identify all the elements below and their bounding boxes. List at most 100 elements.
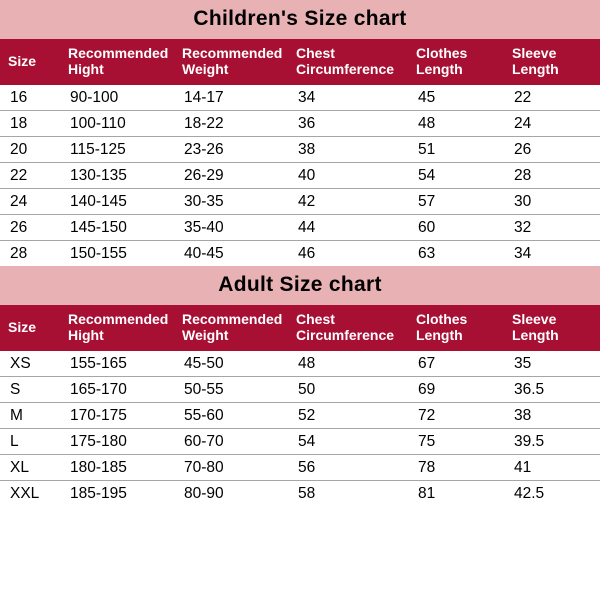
children-title-band: Children's Size chart bbox=[0, 0, 600, 39]
col-sleeve: Sleeve Length bbox=[504, 39, 600, 85]
cell: 40 bbox=[288, 163, 408, 189]
cell: 18-22 bbox=[174, 111, 288, 137]
table-row: 26145-15035-40446032 bbox=[0, 215, 600, 241]
adult-table-body: XS155-16545-50486735 S165-17050-55506936… bbox=[0, 351, 600, 506]
cell: 30-35 bbox=[174, 189, 288, 215]
cell: 23-26 bbox=[174, 137, 288, 163]
table-row: 22130-13526-29405428 bbox=[0, 163, 600, 189]
cell: 80-90 bbox=[174, 481, 288, 507]
cell: S bbox=[0, 377, 60, 403]
cell: 34 bbox=[288, 85, 408, 111]
cell: 54 bbox=[288, 429, 408, 455]
cell: 67 bbox=[408, 351, 504, 377]
cell: 150-155 bbox=[60, 241, 174, 267]
cell: 155-165 bbox=[60, 351, 174, 377]
cell: 24 bbox=[504, 111, 600, 137]
cell: 56 bbox=[288, 455, 408, 481]
cell: 32 bbox=[504, 215, 600, 241]
cell: 30 bbox=[504, 189, 600, 215]
cell: 51 bbox=[408, 137, 504, 163]
table-row: L175-18060-70547539.5 bbox=[0, 429, 600, 455]
cell: 38 bbox=[288, 137, 408, 163]
cell: 14-17 bbox=[174, 85, 288, 111]
cell: 22 bbox=[504, 85, 600, 111]
table-row: XXL185-19580-90588142.5 bbox=[0, 481, 600, 507]
cell: 90-100 bbox=[60, 85, 174, 111]
cell: 45 bbox=[408, 85, 504, 111]
cell: 81 bbox=[408, 481, 504, 507]
cell: 50-55 bbox=[174, 377, 288, 403]
col-height: Recommended Hight bbox=[60, 39, 174, 85]
cell: 78 bbox=[408, 455, 504, 481]
cell: 28 bbox=[504, 163, 600, 189]
cell: 41 bbox=[504, 455, 600, 481]
table-row: 24140-14530-35425730 bbox=[0, 189, 600, 215]
cell: 52 bbox=[288, 403, 408, 429]
table-row: 20115-12523-26385126 bbox=[0, 137, 600, 163]
cell: 34 bbox=[504, 241, 600, 267]
cell: 24 bbox=[0, 189, 60, 215]
col-weight: Recommended Weight bbox=[174, 39, 288, 85]
cell: 185-195 bbox=[60, 481, 174, 507]
col-size: Size bbox=[0, 39, 60, 85]
cell: 50 bbox=[288, 377, 408, 403]
table-row: XS155-16545-50486735 bbox=[0, 351, 600, 377]
cell: 58 bbox=[288, 481, 408, 507]
cell: 20 bbox=[0, 137, 60, 163]
cell: 54 bbox=[408, 163, 504, 189]
table-row: M170-17555-60527238 bbox=[0, 403, 600, 429]
cell: 44 bbox=[288, 215, 408, 241]
cell: 180-185 bbox=[60, 455, 174, 481]
cell: 145-150 bbox=[60, 215, 174, 241]
cell: 26 bbox=[0, 215, 60, 241]
cell: 115-125 bbox=[60, 137, 174, 163]
cell: 28 bbox=[0, 241, 60, 267]
col-height: Recommended Hight bbox=[60, 305, 174, 351]
cell: 42 bbox=[288, 189, 408, 215]
cell: 130-135 bbox=[60, 163, 174, 189]
children-table-body: 1690-10014-17344522 18100-11018-22364824… bbox=[0, 85, 600, 266]
cell: 26-29 bbox=[174, 163, 288, 189]
cell: 39.5 bbox=[504, 429, 600, 455]
cell: 35-40 bbox=[174, 215, 288, 241]
children-table-header: Size Recommended Hight Recommended Weigh… bbox=[0, 39, 600, 85]
cell: 69 bbox=[408, 377, 504, 403]
cell: 38 bbox=[504, 403, 600, 429]
cell: 55-60 bbox=[174, 403, 288, 429]
cell: 18 bbox=[0, 111, 60, 137]
children-chart: Children's Size chart Size Recommended H… bbox=[0, 0, 600, 266]
cell: 165-170 bbox=[60, 377, 174, 403]
table-row: 1690-10014-17344522 bbox=[0, 85, 600, 111]
cell: 45-50 bbox=[174, 351, 288, 377]
cell: 60-70 bbox=[174, 429, 288, 455]
cell: L bbox=[0, 429, 60, 455]
cell: 72 bbox=[408, 403, 504, 429]
cell: 36 bbox=[288, 111, 408, 137]
cell: 57 bbox=[408, 189, 504, 215]
cell: 140-145 bbox=[60, 189, 174, 215]
cell: 48 bbox=[408, 111, 504, 137]
col-chest: Chest Circumference bbox=[288, 305, 408, 351]
cell: 60 bbox=[408, 215, 504, 241]
cell: 42.5 bbox=[504, 481, 600, 507]
cell: 36.5 bbox=[504, 377, 600, 403]
adult-table: Size Recommended Hight Recommended Weigh… bbox=[0, 305, 600, 506]
cell: 26 bbox=[504, 137, 600, 163]
cell: 48 bbox=[288, 351, 408, 377]
col-sleeve: Sleeve Length bbox=[504, 305, 600, 351]
adult-title: Adult Size chart bbox=[0, 273, 600, 297]
cell: 40-45 bbox=[174, 241, 288, 267]
col-clothes: Clothes Length bbox=[408, 305, 504, 351]
cell: XXL bbox=[0, 481, 60, 507]
cell: XL bbox=[0, 455, 60, 481]
table-row: 28150-15540-45466334 bbox=[0, 241, 600, 267]
cell: 70-80 bbox=[174, 455, 288, 481]
table-row: S165-17050-55506936.5 bbox=[0, 377, 600, 403]
cell: 100-110 bbox=[60, 111, 174, 137]
cell: 75 bbox=[408, 429, 504, 455]
col-clothes: Clothes Length bbox=[408, 39, 504, 85]
table-row: 18100-11018-22364824 bbox=[0, 111, 600, 137]
cell: 63 bbox=[408, 241, 504, 267]
adult-title-band: Adult Size chart bbox=[0, 266, 600, 305]
cell: XS bbox=[0, 351, 60, 377]
